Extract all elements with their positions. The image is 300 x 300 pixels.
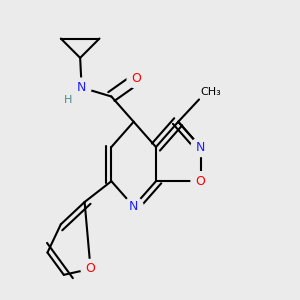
Circle shape [81,260,100,278]
Text: CH₃: CH₃ [200,86,221,97]
Text: O: O [85,262,95,275]
Circle shape [127,69,146,88]
Circle shape [124,197,143,216]
Text: O: O [132,72,142,85]
Text: N: N [77,81,86,94]
Circle shape [59,91,78,110]
Text: H: H [64,95,73,105]
Text: O: O [196,175,206,188]
Circle shape [191,172,210,191]
Circle shape [191,137,210,157]
Text: N: N [129,200,138,213]
Text: N: N [196,140,205,154]
Circle shape [72,78,91,97]
